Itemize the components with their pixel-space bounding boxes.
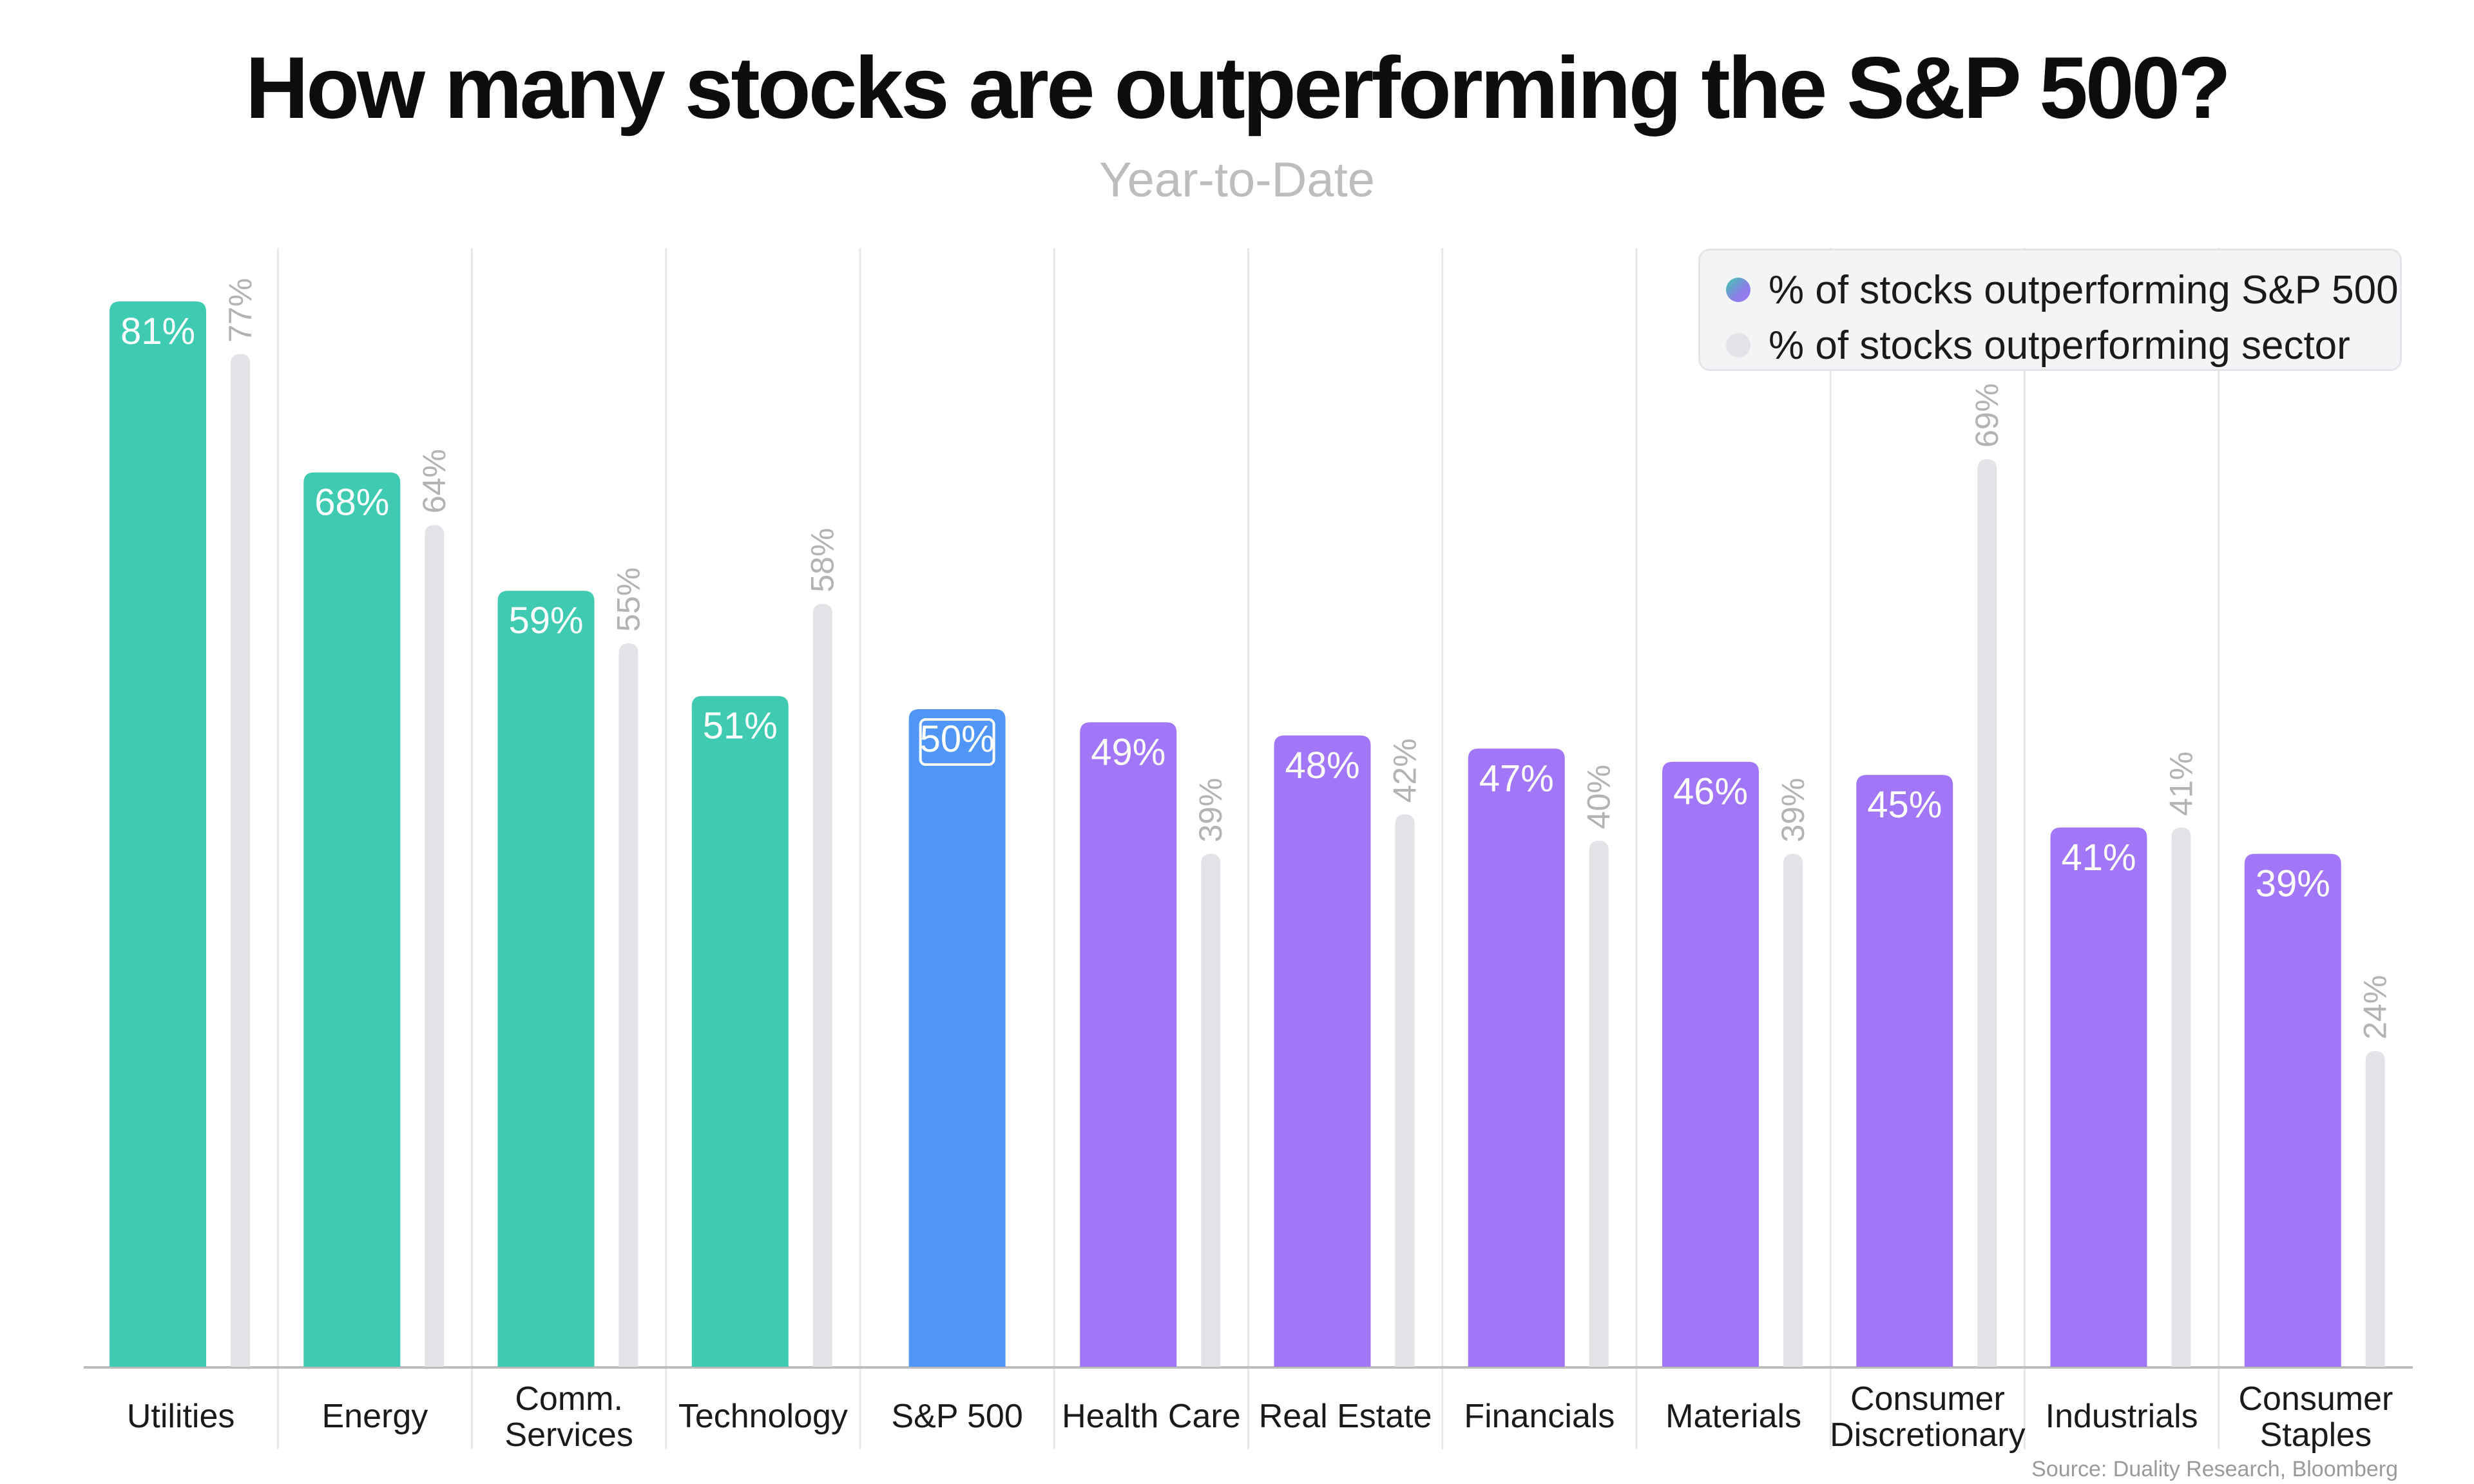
sector-bar-health-care: [1201, 853, 1221, 1367]
category-label-real-estate: Real Estate: [1259, 1398, 1432, 1435]
value-label-technology: 51%: [703, 705, 778, 747]
chart-title: How many stocks are outperforming the S&…: [245, 39, 2231, 137]
value-label-materials: 46%: [1673, 771, 1748, 813]
category-label-financials: Financials: [1464, 1398, 1615, 1435]
sector-bar-comm-services: [618, 643, 638, 1367]
value-label-s-p-500: 50%: [920, 718, 995, 760]
bar-energy: [303, 472, 401, 1367]
sector-bar-technology: [812, 604, 832, 1367]
sector-bar-real-estate: [1395, 814, 1415, 1367]
category-label-utilities: Utilities: [127, 1398, 235, 1435]
sector-value-label-materials: 39%: [1775, 778, 1811, 842]
sector-value-label-energy: 64%: [416, 449, 452, 513]
sector-value-label-comm-services: 55%: [611, 567, 647, 632]
sector-bar-utilities: [231, 354, 250, 1367]
value-label-financials: 47%: [1479, 757, 1554, 799]
value-label-utilities: 81%: [120, 310, 195, 352]
category-label-consumer-discretionary: Consumer Discretionary: [1830, 1380, 2025, 1454]
bar-real-estate: [1274, 735, 1371, 1367]
category-label-consumer-staples: Consumer Staples: [2238, 1380, 2393, 1454]
sector-bar-industrials: [2171, 827, 2191, 1367]
sector-value-label-health-care: 39%: [1193, 778, 1229, 842]
sector-value-label-industrials: 41%: [2163, 752, 2200, 816]
legend-dot-sp500: [1726, 278, 1750, 302]
sector-value-label-real-estate: 42%: [1387, 738, 1423, 803]
category-label-line: Consumer: [1850, 1380, 2005, 1418]
legend-label-sp500: % of stocks outperforming S&P 500: [1769, 267, 2399, 312]
bar-financials: [1468, 748, 1565, 1367]
legend-label-sector: % of stocks outperforming sector: [1769, 323, 2350, 368]
sector-bar-materials: [1783, 853, 1803, 1367]
sector-value-label-financials: 40%: [1581, 765, 1617, 829]
sector-value-label-consumer-discretionary: 69%: [1969, 383, 2005, 448]
bar-technology: [691, 696, 789, 1367]
sector-value-label-consumer-staples: 24%: [2357, 975, 2393, 1040]
category-labels: Utilities Energy Comm. Services Technology S&…: [127, 1380, 2393, 1454]
value-label-real-estate: 48%: [1285, 745, 1359, 786]
sector-bar-consumer-discretionary: [1977, 459, 1997, 1367]
sector-value-label-utilities: 77%: [222, 278, 258, 343]
category-label-technology: Technology: [678, 1398, 848, 1435]
value-label-industrials: 41%: [2061, 837, 2136, 879]
category-label-line: Services: [504, 1416, 633, 1454]
sector-bar-financials: [1589, 841, 1609, 1367]
bar-comm-services: [497, 591, 595, 1367]
category-label-line: Discretionary: [1830, 1416, 2025, 1454]
index-value-box: [919, 718, 995, 766]
legend-item-sector: % of stocks outperforming sector: [1726, 318, 2350, 373]
sector-bar-consumer-staples: [2365, 1051, 2385, 1367]
bar-utilities: [110, 301, 206, 1367]
category-label-line: Staples: [2260, 1416, 2372, 1454]
category-label-s-p-500: S&P 500: [891, 1398, 1022, 1435]
legend-item-sp500: % of stocks outperforming S&P 500: [1726, 262, 2399, 318]
chart-subtitle: Year-to-Date: [1098, 153, 1376, 207]
bar-health-care: [1080, 722, 1177, 1367]
category-label-materials: Materials: [1665, 1398, 1801, 1435]
category-label-health-care: Health Care: [1062, 1398, 1240, 1435]
bar-industrials: [2050, 827, 2147, 1367]
value-label-health-care: 49%: [1091, 731, 1165, 773]
category-label-comm-services: Comm. Services: [504, 1380, 633, 1454]
bar-materials: [1662, 761, 1759, 1367]
legend-dot-sector: [1726, 333, 1750, 357]
legend: % of stocks outperforming S&P 500 % of s…: [1698, 249, 2402, 371]
value-label-consumer-staples: 39%: [2256, 863, 2330, 905]
bars: 81% 77% 68% 64% 59% 55% 51% 58% 50% 49% 39% 48% 42% 4…: [110, 278, 2393, 1367]
value-label-comm-services: 59%: [508, 600, 583, 642]
source-note: Source: Duality Research, Bloomberg: [2031, 1457, 2398, 1481]
bar-s-p-500: [908, 709, 1006, 1367]
grid-lines: [84, 248, 2413, 1449]
bar-consumer-discretionary: [1856, 775, 1953, 1367]
value-label-energy: 68%: [314, 481, 389, 523]
category-label-line: Consumer: [2238, 1380, 2393, 1418]
value-label-consumer-discretionary: 45%: [1867, 784, 1942, 826]
sector-value-label-technology: 58%: [805, 528, 841, 593]
sector-bar-energy: [425, 525, 445, 1367]
category-label-industrials: Industrials: [2046, 1398, 2198, 1435]
bar-consumer-staples: [2244, 853, 2341, 1367]
category-label-line: Comm.: [515, 1380, 623, 1418]
category-label-energy: Energy: [321, 1398, 428, 1435]
